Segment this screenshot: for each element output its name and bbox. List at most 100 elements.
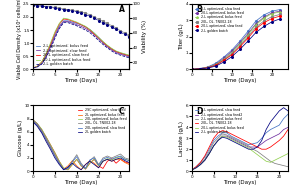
20-L optimized; slow feed [88,29,92,31]
20L, OL, TN002-18 [238,45,242,47]
20-L optimized; bolus feed [62,17,65,19]
Line: 20L, OL, TN002-18: 20L, OL, TN002-18 [33,120,129,169]
2-L optimized; bolus feed [123,53,127,55]
2-L optimized; slow feed [203,156,207,158]
20L optimized; bolus feed [70,163,74,166]
20-L optimized; bolus feed [128,54,131,56]
20L, OL, TN002-18 [70,160,74,162]
Y-axis label: Titer (g/L): Titer (g/L) [179,23,184,50]
2-L golden batch [106,47,109,49]
2SC optimized; slow feed [31,119,35,121]
2-L golden batch [199,163,202,166]
20L optimized; slow feed [31,120,35,122]
2-L optimized; bolus feed [44,54,48,56]
2-L golden batch [44,56,48,59]
2-L golden batch [110,50,113,52]
2-L optimized; slow feed [101,42,105,44]
2-L golden batch [128,36,131,38]
2L golden batch [119,157,122,159]
2-L optimized; slow feed [251,143,255,145]
20L, OL, TN002-18 [123,32,127,34]
2-L optimized; slow feed [110,49,113,51]
2-L optimized; bolus feed [230,52,234,54]
20L, OL, TN002-18 [84,12,87,14]
2-L optimized; bolus feed [88,28,92,31]
2-L golden batch [119,31,122,33]
2-L optimized; slow feed [216,135,220,137]
20-L optimized; slow feed [254,28,258,30]
2-L optimized; slow feed [260,137,264,139]
20L, OL, TN002-18 [110,157,113,159]
2SC optimized; slow feed [110,158,113,160]
2-L optimized; slow feed [79,25,83,27]
20-L optimized; bolus feed [214,63,217,65]
20L, OL, TN002-18 [254,26,258,28]
Line: 2SC optimized; slow feed: 2SC optimized; slow feed [33,120,129,170]
2SC optimized; slow feed [106,160,109,162]
20L, OL, TN002-18 [230,53,234,55]
2-L golden batch [49,6,52,8]
2-L optimized; bolus feed [194,166,198,168]
20L optimized; bolus feed [114,157,118,159]
2L golden batch [70,162,74,164]
20L optimized; slow feed [110,158,113,160]
2-L optimized; slow feed2 [220,135,224,137]
2-L optimized; bolus feed [203,158,207,160]
2-L golden batch [282,107,285,109]
2-L optimized; slow feed [190,68,194,70]
Line: 2-L golden batch: 2-L golden batch [192,108,288,170]
20L, OL, TN002-18 [242,139,246,142]
2-L optimized; bolus feed [53,34,57,36]
20-L optimized; bolus feed [203,159,207,161]
2-L optimized; slow feed [198,67,202,70]
2-L optimized; slow feed2 [282,128,285,131]
2-L optimized; bolus feed [256,150,259,152]
20L, OL, TN002-18 [212,137,215,139]
Legend: 2SC optimized; slow feed, 2L optimized; bolus feed, 20L optimized; bolus feed, 2: 2SC optimized; slow feed, 2L optimized; … [77,107,128,136]
2-L golden batch [216,139,220,142]
2-L optimized; bolus feed [92,32,96,34]
20L, OL, TN002-18 [278,13,282,16]
20-L optimized; bolus feed [190,68,194,70]
20L, OL, TN002-18 [114,155,118,157]
2-L golden batch [70,23,74,25]
20-L optimized; bolus feed [44,52,48,55]
2-L golden batch [57,28,61,30]
20-L optimized; bolus feed [92,32,96,34]
2L optimized; bolus feed [79,169,83,171]
2-L optimized; bolus feed [199,162,202,164]
2-L golden batch [114,52,118,55]
20L, OL, TN002-18 [286,128,290,131]
20-L optimized; bolus feed [254,23,258,25]
20L, OL, TN002-18 [270,15,274,18]
20-L optimized; bolus feed [199,163,202,166]
20L, OL, TN002-18 [79,11,83,13]
2-L golden batch [123,33,127,36]
20L optimized; bolus feed [128,159,131,162]
20-L optimized; slow feed [44,53,48,55]
2SC optimized; slow feed [101,167,105,170]
2-L golden batch [247,148,250,150]
2-L optimized; slow feed [88,30,92,32]
2-L golden batch [79,27,83,29]
2-L optimized; slow feed [36,66,39,68]
2-L optimized; slow feed [190,169,194,171]
2-L golden batch [84,29,87,31]
20-L optimized; slow feed [230,53,234,56]
20-L optimized; bolus feed [97,36,101,39]
2-L golden batch [53,7,57,9]
2L optimized; bolus feed [128,163,131,166]
2-L optimized; bolus feed [278,163,281,166]
2-L golden batch [225,137,229,139]
2-L golden batch [278,110,281,112]
2-L optimized; slow feed [44,55,48,57]
20L, OL, TN002-18 [110,24,113,27]
20-L optimized; bolus feed [269,161,272,163]
X-axis label: Time (Days): Time (Days) [64,180,98,185]
2-L optimized; slow feed [123,54,127,57]
20-L optimized; slow feed [75,22,79,24]
Line: 2L golden batch: 2L golden batch [33,122,129,170]
20-L optimized; slow feed [114,50,118,53]
2-L optimized; slow feed [242,142,246,144]
2SC optimized; slow feed [53,152,57,154]
